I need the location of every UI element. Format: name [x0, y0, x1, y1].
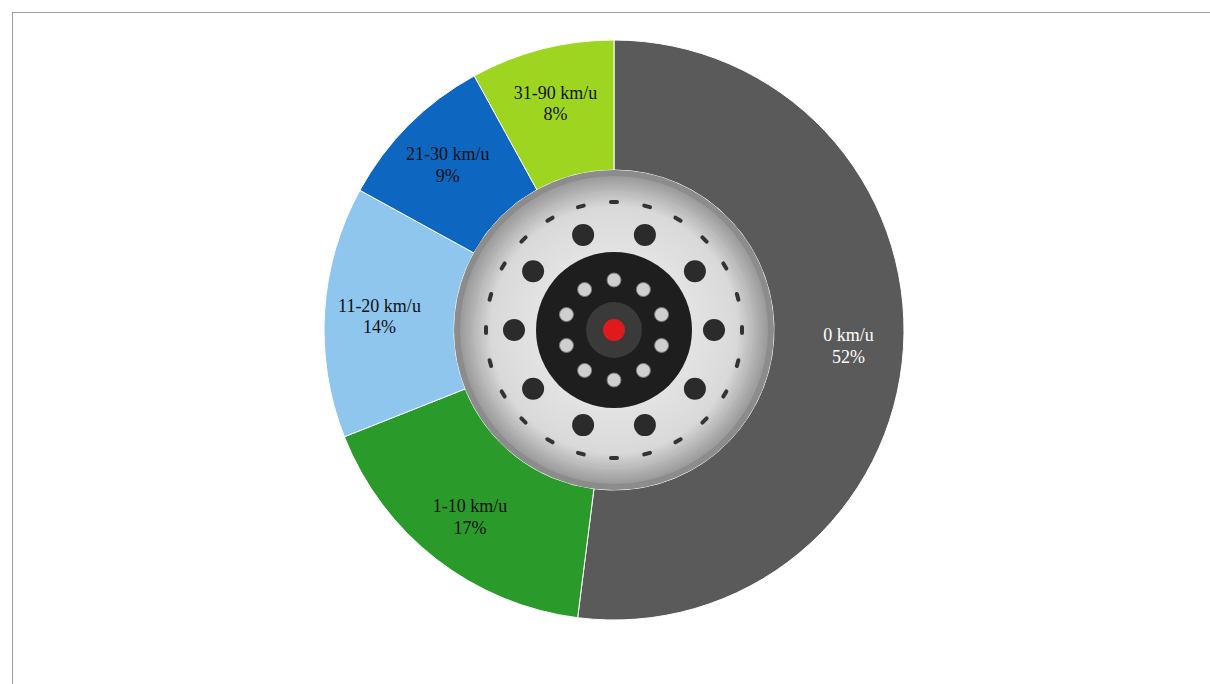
svg-text:21-30 km/u9%: 21-30 km/u9% [406, 144, 490, 186]
svg-text:31-90 km/u8%: 31-90 km/u8% [514, 83, 598, 125]
svg-text:11-20 km/u14%: 11-20 km/u14% [338, 296, 421, 338]
svg-text:1-10 km/u17%: 1-10 km/u17% [433, 496, 508, 538]
svg-text:0 km/u52%: 0 km/u52% [823, 325, 874, 367]
